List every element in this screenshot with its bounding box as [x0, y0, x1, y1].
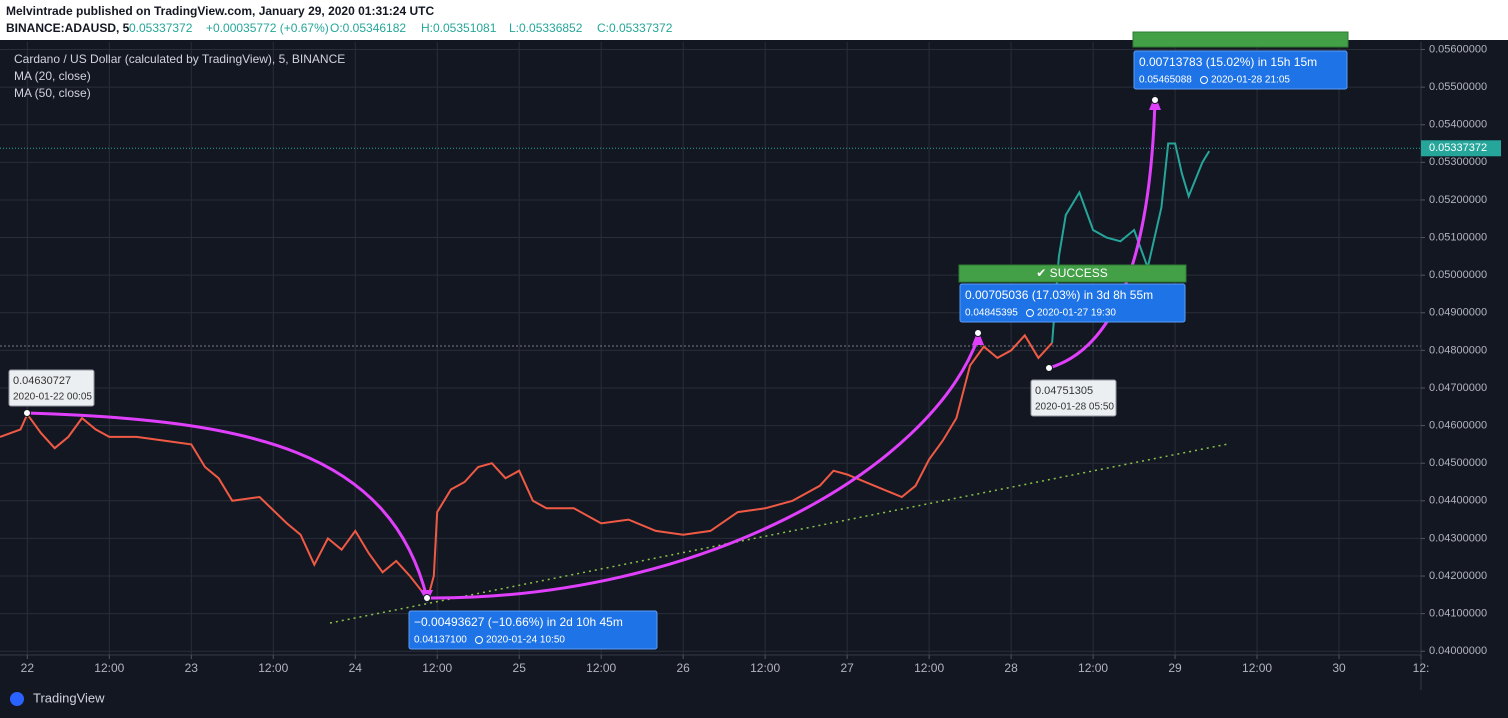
anchor-point [23, 409, 31, 417]
y-tick-label: 0.04500000 [1429, 457, 1487, 469]
status-bar [1132, 31, 1349, 48]
annotation-date: 2020-01-24 10:50 [486, 635, 565, 646]
legend-symbol: Cardano / US Dollar (calculated by Tradi… [14, 52, 345, 66]
annotation-box [408, 610, 658, 650]
x-tick-label: 29 [1168, 661, 1182, 675]
y-tick-label: 0.04000000 [1429, 645, 1487, 657]
price-line [1051, 142, 1211, 343]
clock-icon [1026, 309, 1034, 317]
symbol: BINANCE:ADAUSD, 5 [6, 21, 130, 35]
x-tick-label: 26 [676, 661, 690, 675]
legend-ma20: MA (20, close) [14, 69, 91, 83]
x-tick-label: 12:00 [586, 661, 616, 675]
footer-brand: TradingView [33, 690, 105, 705]
annotation-box [8, 369, 95, 407]
projection-curve [26, 411, 429, 599]
annotation-change: 0.00713783 (15.02%) in 15h 15m [1139, 55, 1317, 69]
y-tick-label: 0.04700000 [1429, 382, 1487, 394]
change: +0.00035772 (+0.67%) [206, 21, 329, 35]
high: H:0.05351081 [421, 21, 497, 35]
y-tick-label: 0.05500000 [1429, 81, 1487, 93]
clock-icon [475, 636, 483, 644]
x-tick-label: 24 [349, 661, 363, 675]
annotation-price: 0.04751305 [1035, 385, 1093, 397]
x-tick-label: 12:00 [1242, 661, 1272, 675]
x-tick-label: 22 [21, 661, 35, 675]
open: O:0.05346182 [330, 21, 406, 35]
x-tick-label: 12:00 [258, 661, 288, 675]
logo-icon [10, 692, 24, 706]
y-tick-label: 0.04100000 [1429, 608, 1487, 620]
trend-line [329, 443, 1229, 624]
low: L:0.05336852 [509, 21, 583, 35]
y-tick-label: 0.05400000 [1429, 119, 1487, 131]
annotation-box [1030, 379, 1117, 417]
status-bar [958, 264, 1187, 283]
x-tick-label: 30 [1332, 661, 1346, 675]
x-tick-label: 12:00 [422, 661, 452, 675]
logo [10, 692, 24, 706]
annotation-status: ✔ SUCCESS [1036, 266, 1107, 280]
annotation-date: 2020-01-28 21:05 [1211, 75, 1290, 86]
annotation-price: 0.04845395 [965, 308, 1018, 319]
projection-curve [426, 337, 980, 600]
y-tick-label: 0.05000000 [1429, 269, 1487, 281]
y-tick-label: 0.04300000 [1429, 532, 1487, 544]
y-tick-label: 0.05100000 [1429, 231, 1487, 243]
last: 0.05337372 [129, 21, 193, 35]
y-tick-label: 0.04200000 [1429, 570, 1487, 582]
annotation-price: 0.04137100 [414, 635, 467, 646]
x-tick-label: 27 [840, 661, 854, 675]
annotation-price: 0.04630727 [13, 375, 71, 387]
x-tick-label: 25 [513, 661, 527, 675]
anchor-point [423, 594, 431, 602]
y-tick-label: 0.05200000 [1429, 194, 1487, 206]
y-tick-label: 0.04800000 [1429, 344, 1487, 356]
last-price-tag [1421, 140, 1501, 157]
price-line [0, 333, 1053, 601]
annotation-date: 2020-01-28 05:50 [1035, 402, 1114, 413]
y-tick-label: 0.04400000 [1429, 495, 1487, 507]
x-tick-label: 28 [1004, 661, 1018, 675]
clock-icon [1200, 76, 1208, 84]
y-tick-label: 0.04900000 [1429, 307, 1487, 319]
annotation-price: 0.05465088 [1139, 75, 1192, 86]
x-tick-label: 12: [1413, 661, 1430, 675]
annotation-change: −0.00493627 (−10.66%) in 2d 10h 45m [414, 615, 623, 629]
y-tick-label: 0.05600000 [1429, 43, 1487, 55]
arrow-head [972, 330, 984, 345]
legend-ma50: MA (50, close) [14, 86, 91, 100]
annotation-date: 2020-01-27 19:30 [1037, 308, 1116, 319]
anchor-point [974, 329, 982, 337]
annotation-date: 2020-01-22 00:05 [13, 392, 92, 403]
x-tick-label: 12:00 [1078, 661, 1108, 675]
x-tick-label: 12:00 [94, 661, 124, 675]
last-price-label: 0.05337372 [1429, 142, 1487, 154]
annotation-box [1133, 50, 1348, 90]
anchor-point [1045, 364, 1053, 372]
anchor-point [1151, 96, 1159, 104]
y-tick-label: 0.04600000 [1429, 420, 1487, 432]
x-tick-label: 23 [185, 661, 199, 675]
annotation-change: 0.00705036 (17.03%) in 3d 8h 55m [965, 288, 1153, 302]
author-line: Melvintrade published on TradingView.com… [6, 4, 434, 18]
x-tick-label: 12:00 [750, 661, 780, 675]
close: C:0.05337372 [597, 21, 673, 35]
x-tick-label: 12:00 [914, 661, 944, 675]
y-tick-label: 0.05300000 [1429, 156, 1487, 168]
annotation-box [959, 283, 1186, 323]
